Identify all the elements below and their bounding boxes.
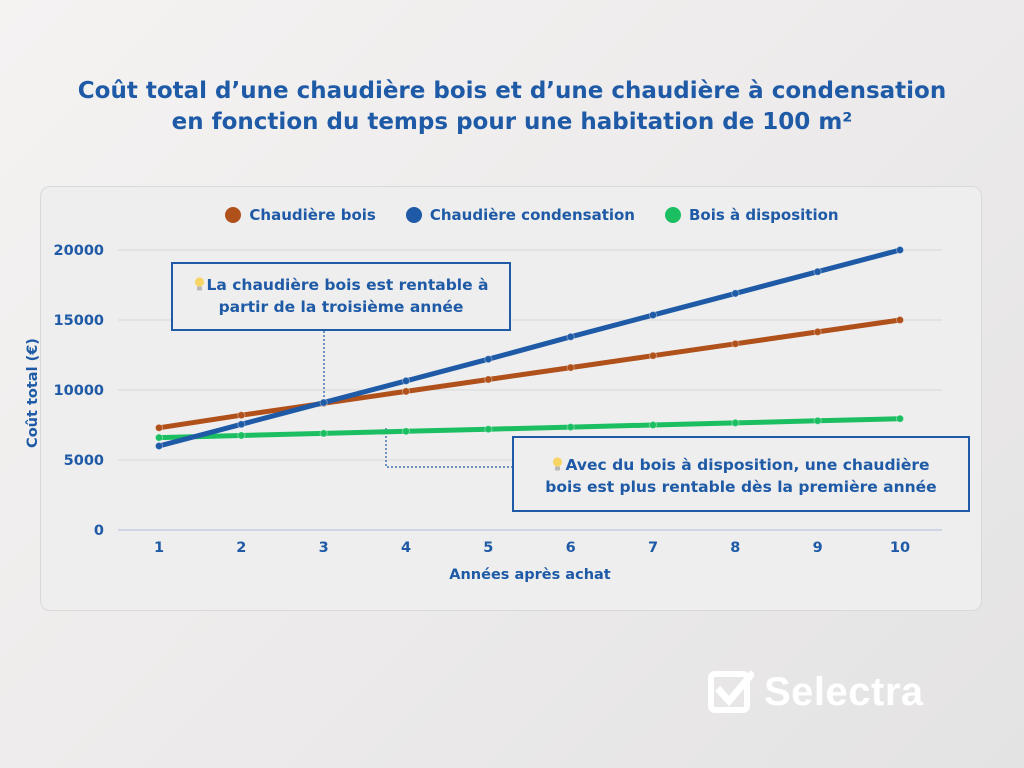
y-axis-title: Coût total (€) bbox=[25, 338, 41, 448]
lightbulb-icon bbox=[553, 457, 563, 471]
x-tick-label: 4 bbox=[401, 540, 411, 556]
y-tick-label: 0 bbox=[94, 523, 104, 539]
x-tick-label: 10 bbox=[890, 540, 910, 556]
legend: Chaudière bois Chaudière condensation Bo… bbox=[0, 206, 1024, 224]
x-tick-label: 3 bbox=[319, 540, 329, 556]
legend-dot-condensation bbox=[405, 207, 422, 223]
x-tick-label: 6 bbox=[566, 540, 576, 556]
chart-card bbox=[40, 186, 982, 611]
data-point bbox=[895, 315, 905, 325]
chart-title: Coût total d’une chaudière bois et d’une… bbox=[0, 76, 1024, 138]
annotation-second-line1: Avec du bois à disposition, une chaudièr… bbox=[565, 456, 930, 474]
series-3 bbox=[154, 414, 905, 442]
x-tick-label: 1 bbox=[154, 540, 164, 556]
data-point bbox=[648, 351, 658, 360]
chart-title-line1: Coût total d’une chaudière bois et d’une… bbox=[77, 78, 947, 104]
data-point bbox=[401, 376, 411, 385]
y-tick-label: 15000 bbox=[54, 313, 104, 329]
selectra-logo: Selectra bbox=[708, 667, 924, 717]
data-point bbox=[566, 423, 575, 432]
data-point bbox=[895, 414, 905, 423]
series-line bbox=[156, 416, 903, 441]
data-point bbox=[484, 375, 493, 384]
legend-item-bois: Chaudière bois bbox=[225, 206, 376, 224]
chart-title-line2: en fonction du temps pour une habitation… bbox=[171, 109, 853, 135]
x-tick-label: 2 bbox=[236, 540, 246, 556]
data-point bbox=[484, 355, 493, 364]
data-point bbox=[484, 425, 493, 434]
data-point bbox=[566, 363, 575, 372]
data-point bbox=[813, 267, 822, 276]
x-tick-label: 8 bbox=[730, 540, 740, 556]
legend-label-bois: Chaudière bois bbox=[249, 206, 376, 224]
data-point bbox=[237, 431, 246, 440]
data-point bbox=[154, 433, 164, 442]
series-2 bbox=[154, 245, 905, 451]
data-point bbox=[401, 387, 411, 396]
x-tick-labels: 1 2 3 4 5 6 7 8 9 10 bbox=[154, 540, 910, 556]
data-point bbox=[237, 411, 246, 420]
annotation-second-line2: bois est plus rentable dès la première a… bbox=[545, 478, 937, 496]
annotation-first-line1: La chaudière bois est rentable à bbox=[206, 276, 489, 294]
legend-label-condensation: Chaudière condensation bbox=[429, 206, 635, 224]
y-tick-label: 10000 bbox=[54, 383, 104, 399]
annotation-rentable-troisieme: La chaudière bois est rentable à partir … bbox=[171, 262, 511, 331]
data-point bbox=[237, 420, 246, 429]
data-point bbox=[813, 327, 822, 336]
data-point bbox=[154, 441, 164, 451]
legend-item-condensation: Chaudière condensation bbox=[405, 206, 635, 224]
legend-dot-disposition bbox=[665, 207, 681, 223]
y-tick-labels: 0 5000 10000 15000 20000 bbox=[54, 243, 104, 539]
annotation-connector-2 bbox=[385, 428, 512, 468]
x-tick-label: 7 bbox=[648, 540, 658, 556]
data-point bbox=[319, 429, 328, 438]
data-point bbox=[731, 339, 740, 348]
data-point bbox=[154, 423, 164, 432]
series-line bbox=[156, 247, 903, 449]
data-point bbox=[401, 427, 411, 436]
data-point bbox=[648, 420, 658, 430]
y-tick-label: 5000 bbox=[64, 453, 104, 469]
x-tick-label: 5 bbox=[483, 540, 493, 556]
annotation-connectors bbox=[323, 331, 512, 468]
data-point bbox=[566, 332, 575, 341]
legend-label-disposition: Bois à disposition bbox=[689, 206, 839, 224]
series-line bbox=[156, 317, 903, 431]
series-lines bbox=[154, 245, 905, 451]
x-axis-title: Années après achat bbox=[449, 567, 611, 583]
logo-wordmark: Selectra bbox=[764, 669, 924, 714]
y-tick-label: 20000 bbox=[54, 243, 104, 259]
checkbox-check-icon bbox=[708, 670, 754, 713]
data-point bbox=[731, 289, 740, 298]
series-1 bbox=[154, 315, 905, 432]
data-point bbox=[648, 311, 658, 320]
legend-dot-bois bbox=[225, 207, 242, 223]
data-point bbox=[895, 245, 905, 255]
x-tick-label: 9 bbox=[813, 540, 823, 556]
legend-item-disposition: Bois à disposition bbox=[665, 206, 839, 224]
data-point bbox=[731, 418, 740, 427]
lightbulb-icon bbox=[194, 277, 204, 291]
data-point bbox=[813, 416, 822, 425]
annotation-first-line2: partir de la troisième année bbox=[218, 298, 464, 316]
annotation-bois-disposition: Avec du bois à disposition, une chaudièr… bbox=[512, 436, 970, 512]
data-point bbox=[319, 398, 328, 407]
